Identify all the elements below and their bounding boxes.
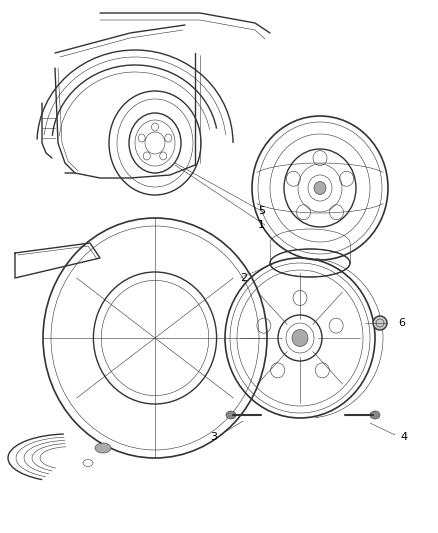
Text: 4: 4 [400,432,407,442]
Ellipse shape [226,411,236,419]
Ellipse shape [95,443,111,453]
Text: 3: 3 [210,432,217,442]
Ellipse shape [370,411,380,419]
Text: 5: 5 [258,206,265,216]
Ellipse shape [314,182,326,195]
Text: 1: 1 [258,220,265,230]
Ellipse shape [373,316,387,330]
Ellipse shape [292,329,308,346]
Text: 2: 2 [240,273,247,283]
Text: 6: 6 [398,318,405,328]
